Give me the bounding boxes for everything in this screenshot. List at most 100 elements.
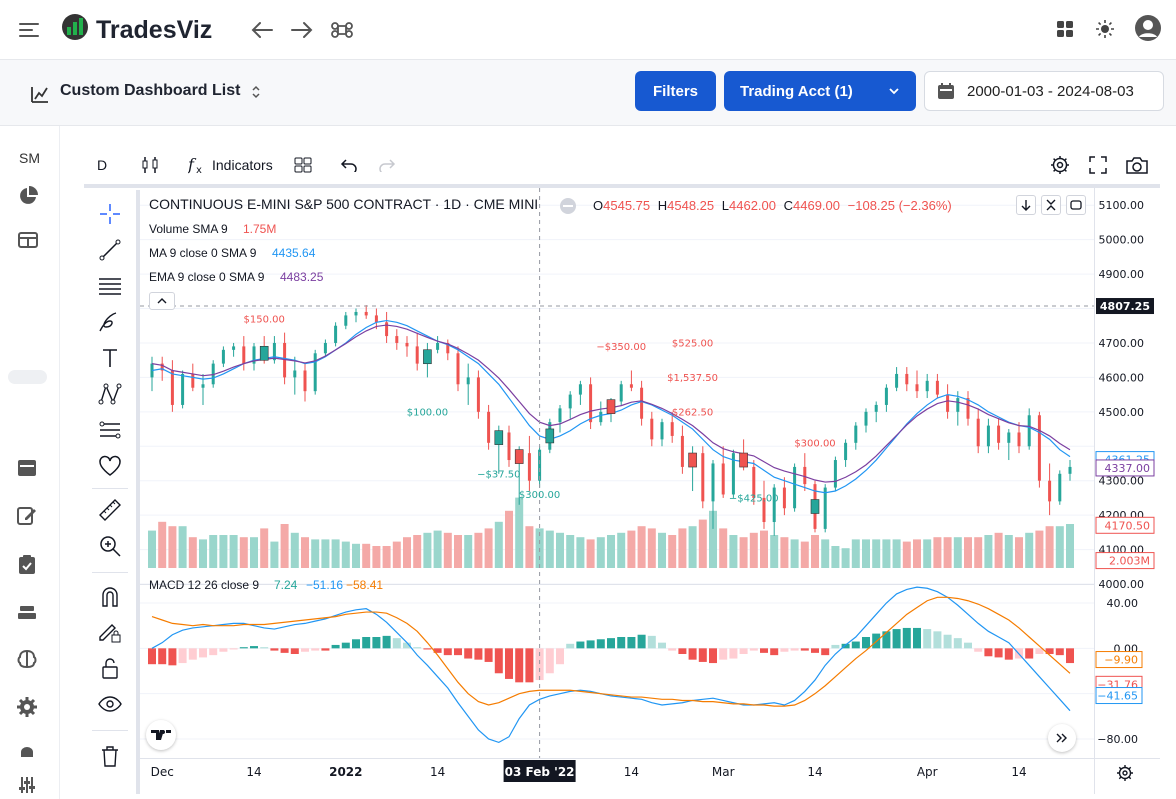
macd-histogram-bar [984, 648, 993, 657]
volume-bar [607, 535, 615, 568]
undo-icon[interactable] [338, 154, 360, 176]
volume-bar [301, 537, 309, 568]
macd-histogram-bar [943, 634, 952, 649]
price-axis-tag [1095, 516, 1155, 534]
candle-body [283, 342, 287, 378]
pattern-tool-icon[interactable] [96, 380, 124, 408]
fib-tool-icon[interactable] [96, 272, 124, 300]
apps-grid-icon[interactable] [1050, 14, 1080, 44]
collapse-legend-icon[interactable] [560, 198, 576, 214]
price-axis-label: 4170.50 [1105, 519, 1151, 532]
dashboard-list-label[interactable]: Custom Dashboard List [60, 82, 241, 99]
candle-body [731, 453, 735, 495]
legend-collapse-up-icon[interactable] [149, 292, 175, 310]
macd-histogram-bar [953, 638, 962, 649]
command-icon[interactable] [326, 14, 358, 46]
user-avatar-icon[interactable] [1132, 12, 1164, 44]
maximize-pane-icon[interactable] [1066, 195, 1086, 215]
candle-body [1037, 415, 1041, 481]
table-icon[interactable] [16, 228, 40, 252]
crosshair-tool-icon[interactable] [96, 200, 124, 228]
toolbar-divider [84, 184, 1160, 188]
menu-icon[interactable] [14, 15, 44, 45]
macd-histogram-bar [892, 629, 901, 649]
ma-legend-label[interactable]: MA 9 close 0 SMA 9 [149, 246, 257, 260]
fullscreen-icon[interactable] [1086, 153, 1110, 177]
clipboard-check-icon[interactable] [14, 552, 40, 578]
zoom-in-icon[interactable] [96, 532, 124, 560]
arrow-down-icon[interactable] [1016, 195, 1036, 215]
back-arrow-icon[interactable] [246, 14, 278, 46]
trade-marker [514, 449, 524, 464]
scroll-to-latest-icon[interactable] [1048, 724, 1076, 752]
favorite-heart-icon[interactable] [96, 452, 124, 480]
time-axis-label: 2022 [329, 765, 362, 779]
volume-legend-label[interactable]: Volume SMA 9 [149, 222, 228, 236]
ruler-tool-icon[interactable] [96, 496, 124, 524]
open-value: 4545.75 [603, 198, 651, 213]
macd-histogram-bar [1035, 648, 1044, 654]
trading-account-select[interactable]: Trading Acct (1) [724, 71, 916, 111]
pie-chart-icon[interactable] [16, 184, 40, 208]
macd-histogram-bar [290, 648, 299, 654]
macd-histogram-bar [709, 648, 717, 664]
filters-button[interactable]: Filters [635, 71, 716, 111]
forward-arrow-icon[interactable] [286, 14, 318, 46]
time-axis-settings-icon[interactable] [1114, 762, 1136, 784]
volume-bar [1015, 537, 1023, 568]
symbol-title[interactable]: CONTINUOUS E-MINI S&P 500 CONTRACT · 1D … [149, 196, 539, 212]
unlock-icon[interactable] [96, 654, 124, 682]
magnet-icon[interactable] [96, 582, 124, 610]
trend-line-tool-icon[interactable] [96, 236, 124, 264]
candle-body [436, 342, 440, 350]
journal-edit-icon[interactable] [14, 502, 40, 528]
theme-sun-icon[interactable] [1090, 14, 1120, 44]
chart-settings-icon[interactable] [1048, 153, 1072, 177]
lock-drawing-icon[interactable] [96, 618, 124, 646]
sliders-icon[interactable] [14, 772, 40, 798]
macd-histogram-bar [423, 648, 432, 650]
candle-body [650, 418, 654, 440]
ohlc-legend: O4545.75 H4548.25 L4462.00 C4469.00 −108… [593, 198, 952, 213]
trash-icon[interactable] [96, 742, 124, 770]
collapse-pane-icon[interactable] [1041, 195, 1061, 215]
candle-type-icon[interactable] [138, 154, 162, 176]
brain-icon[interactable] [14, 646, 40, 672]
price-axis-tag [1095, 459, 1155, 477]
screenshot-camera-icon[interactable] [1124, 153, 1150, 177]
macd-histogram-bar [974, 648, 983, 652]
candle-body [864, 411, 868, 426]
time-axis-label: 14 [624, 765, 639, 779]
partial-icon[interactable] [14, 742, 40, 762]
brand[interactable]: TradesViz [60, 12, 212, 49]
macd-legend-label[interactable]: MACD 12 26 close 9 [149, 578, 260, 592]
candle-body [803, 466, 807, 485]
volume-bar [464, 535, 473, 568]
indicators-button[interactable]: Indicators [212, 157, 273, 173]
volume-bar [1004, 535, 1013, 568]
visibility-eye-icon[interactable] [96, 690, 124, 718]
settings-gear-icon[interactable] [14, 694, 40, 720]
date-range-picker[interactable]: 2000-01-03 - 2024-08-03 [924, 71, 1164, 111]
interval-button[interactable]: D [97, 157, 108, 173]
macd-histogram-bar [239, 647, 248, 649]
macd-histogram-bar [494, 648, 503, 674]
volume-bar [484, 528, 493, 568]
calendar-nav-icon[interactable] [14, 454, 40, 480]
redo-icon[interactable] [376, 154, 398, 176]
price-chart-svg[interactable]: 5100.00 5000.00 4900.00 4807.25 4700.00 4600.… [140, 188, 1160, 794]
layers-icon[interactable] [14, 600, 40, 626]
macd-histogram-bar [831, 644, 840, 649]
trade-marker [494, 430, 504, 445]
layout-grid-icon[interactable] [292, 154, 314, 176]
volume-bar [964, 537, 972, 568]
text-tool-icon[interactable] [96, 344, 124, 372]
projection-tool-icon[interactable] [96, 416, 124, 444]
tradingview-logo-icon[interactable] [146, 720, 176, 750]
brush-tool-icon[interactable] [96, 308, 124, 336]
ema-legend-label[interactable]: EMA 9 close 0 SMA 9 [149, 270, 265, 284]
sort-chevron-icon[interactable] [248, 82, 264, 102]
sidebar-sm-label[interactable]: SM [19, 150, 40, 166]
